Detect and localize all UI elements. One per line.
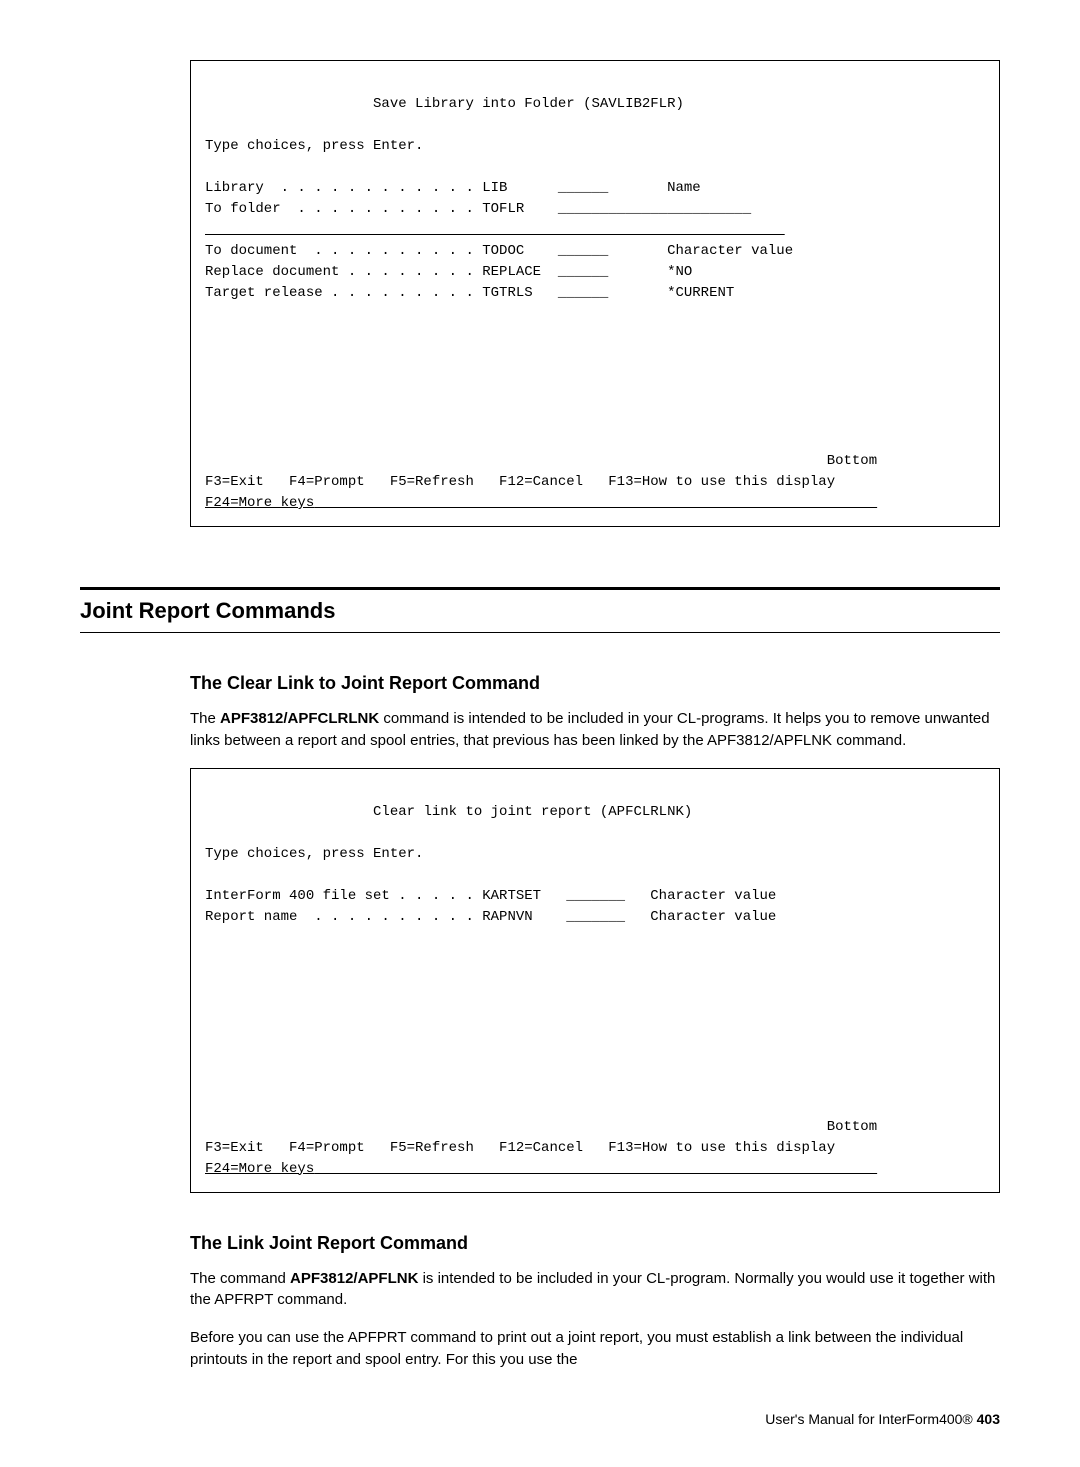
- cmd-apflnk: APF3812/APFLNK: [290, 1270, 418, 1287]
- sub1-paragraph: The APF3812/APFCLRLNK command is intende…: [190, 708, 1000, 752]
- cmd-apfclrlnk: APF3812/APFCLRLNK: [220, 710, 379, 727]
- section-rule-bot: [80, 632, 1000, 633]
- page-footer: User's Manual for InterForm400® 403: [80, 1411, 1000, 1427]
- section-rule-top: [80, 587, 1000, 590]
- sub2-heading: The Link Joint Report Command: [190, 1233, 1000, 1254]
- screen1-todoc: To document . . . . . . . . . . TODOC __…: [205, 243, 793, 259]
- screen1-prompt: Type choices, press Enter.: [205, 138, 423, 154]
- sub2-paragraph2: Before you can use the APFPRT command to…: [190, 1327, 1000, 1371]
- section-heading: Joint Report Commands: [80, 598, 1000, 624]
- screen2-fkeys2: F24=More keys: [205, 1161, 877, 1177]
- screen1-title: Save Library into Folder (SAVLIB2FLR): [205, 96, 684, 112]
- terminal-savlib2flr: Save Library into Folder (SAVLIB2FLR) Ty…: [190, 60, 1000, 527]
- screen1-divider: [205, 222, 785, 238]
- page-number: 403: [977, 1411, 1000, 1427]
- screen1-toflr: To folder . . . . . . . . . . . TOFLR __…: [205, 201, 751, 217]
- screen2-fkeys1: F3=Exit F4=Prompt F5=Refresh F12=Cancel …: [205, 1140, 835, 1156]
- screen1-fkeys2: F24=More keys: [205, 495, 877, 511]
- screen2-kartset: InterForm 400 file set . . . . . KARTSET…: [205, 888, 776, 904]
- screen2-bottom: Bottom: [205, 1119, 877, 1135]
- screen1-lib: Library . . . . . . . . . . . . LIB ____…: [205, 180, 701, 196]
- screen2-title: Clear link to joint report (APFCLRLNK): [205, 804, 692, 820]
- terminal-apfclrlnk: Clear link to joint report (APFCLRLNK) T…: [190, 768, 1000, 1193]
- screen2-rapnvn: Report name . . . . . . . . . . RAPNVN _…: [205, 909, 776, 925]
- screen1-replace: Replace document . . . . . . . . REPLACE…: [205, 264, 692, 280]
- screen1-tgtrls: Target release . . . . . . . . . TGTRLS …: [205, 285, 734, 301]
- screen1-bottom: Bottom: [205, 453, 877, 469]
- sub2-paragraph1: The command APF3812/APFLNK is intended t…: [190, 1268, 1000, 1312]
- screen2-prompt: Type choices, press Enter.: [205, 846, 423, 862]
- screen1-fkeys1: F3=Exit F4=Prompt F5=Refresh F12=Cancel …: [205, 474, 835, 490]
- sub1-heading: The Clear Link to Joint Report Command: [190, 673, 1000, 694]
